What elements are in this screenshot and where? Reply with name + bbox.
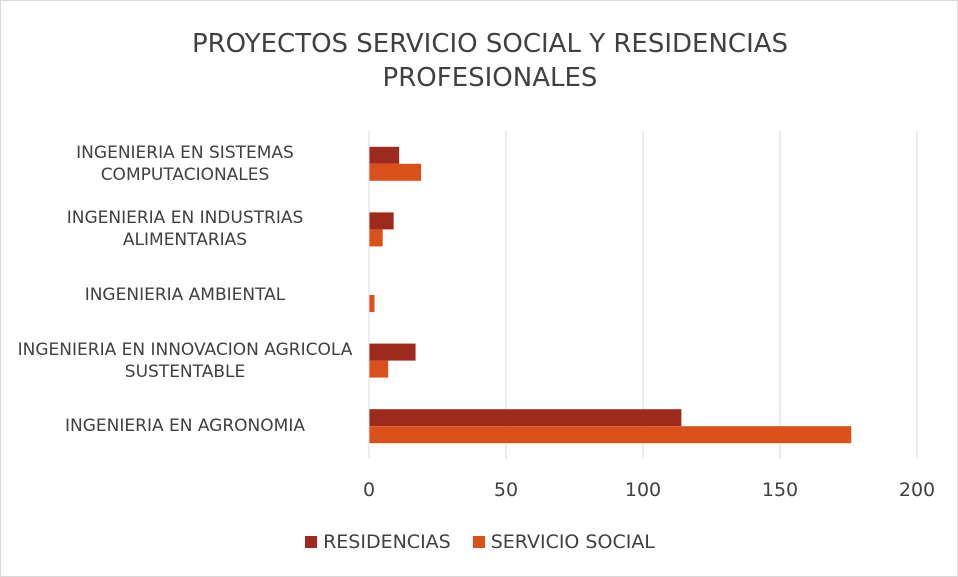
- bar: [369, 426, 852, 444]
- x-tick-label: 0: [362, 479, 376, 501]
- bar: [369, 343, 416, 361]
- bar: [369, 409, 682, 427]
- legend: RESIDENCIAS SERVICIO SOCIAL: [1, 531, 957, 553]
- y-tick-label: INGENIERIA EN SISTEMAS COMPUTACIONALES: [76, 142, 294, 185]
- bar: [369, 295, 375, 312]
- bar: [369, 146, 400, 164]
- legend-swatch: [472, 536, 485, 548]
- legend-label: SERVICIO SOCIAL: [490, 531, 655, 553]
- y-tick-label: INGENIERIA EN INDUSTRIAS ALIMENTARIAS: [66, 208, 304, 251]
- legend-item: RESIDENCIAS: [305, 531, 451, 553]
- legend-label: RESIDENCIAS: [323, 531, 451, 553]
- y-tick-label: INGENIERIA EN INNOVACION AGRICOLA SUSTEN…: [17, 339, 353, 382]
- y-tick-label: INGENIERIA AMBIENTAL: [84, 285, 286, 305]
- bar: [369, 212, 394, 230]
- x-tick-label: 150: [761, 479, 799, 501]
- bar: [369, 229, 383, 247]
- x-tick-label: 100: [624, 479, 662, 501]
- legend-item: SERVICIO SOCIAL: [472, 531, 655, 553]
- x-tick-label: 50: [493, 479, 519, 501]
- x-tick-label: 200: [898, 479, 936, 501]
- legend-swatch: [305, 536, 318, 548]
- bar: [369, 360, 389, 378]
- y-tick-label: INGENIERIA EN AGRONOMIA: [65, 416, 305, 437]
- chart-title: PROYECTOS SERVICIO SOCIAL Y RESIDENCIAS …: [191, 29, 789, 93]
- bar: [369, 163, 422, 181]
